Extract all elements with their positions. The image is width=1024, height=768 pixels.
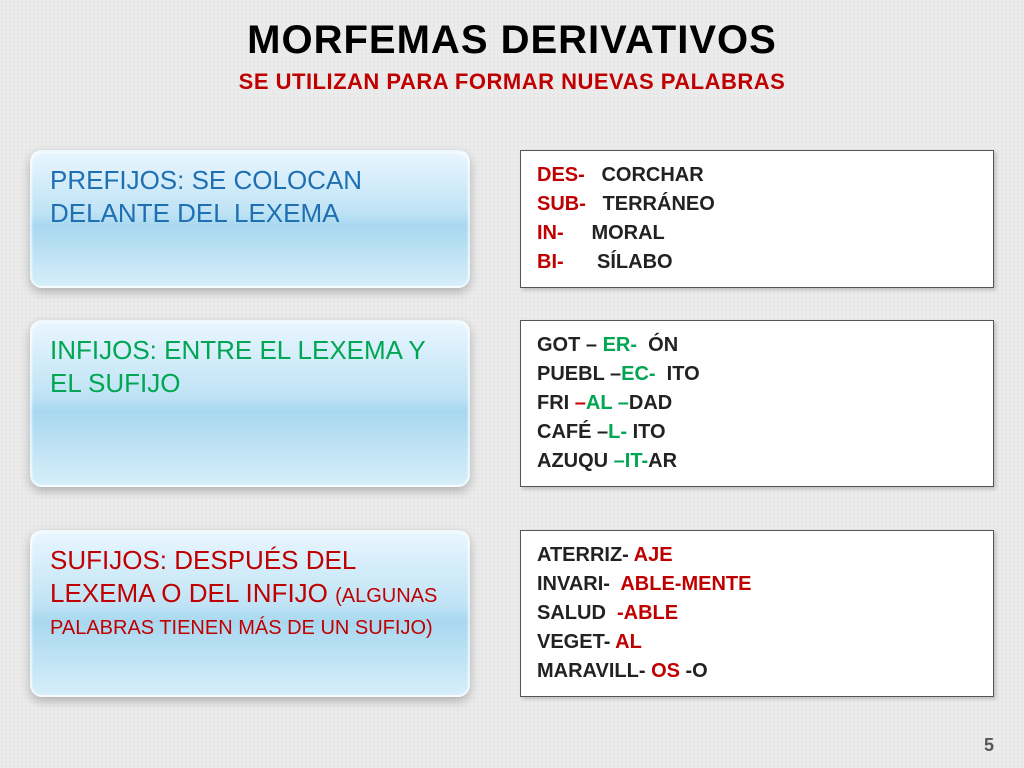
slide-subtitle: SE UTILIZAN PARA FORMAR NUEVAS PALABRAS (0, 69, 1024, 95)
prefijos-box: PREFIJOS: SE COLOCAN DELANTE DEL LEXEMA (30, 150, 470, 288)
slide-title: MORFEMAS DERIVATIVOS (0, 0, 1024, 63)
page-number: 5 (984, 735, 994, 756)
infijos-box: INFIJOS: ENTRE EL LEXEMA Y EL SUFIJO (30, 320, 470, 487)
prefijos-examples: DES- CORCHARSUB- TERRÁNEOIN- MORALBI- SÍ… (520, 150, 994, 288)
sufijos-box: SUFIJOS: DESPUÉS DEL LEXEMA O DEL INFIJO… (30, 530, 470, 697)
infijos-examples: GOT – ER- ÓNPUEBL –EC- ITOFRI –AL –DADCA… (520, 320, 994, 487)
sufijos-examples: ATERRIZ- AJEINVARI- ABLE-MENTESALUD -ABL… (520, 530, 994, 697)
row-sufijos: SUFIJOS: DESPUÉS DEL LEXEMA O DEL INFIJO… (30, 530, 994, 697)
row-infijos: INFIJOS: ENTRE EL LEXEMA Y EL SUFIJO GOT… (30, 320, 994, 487)
row-prefijos: PREFIJOS: SE COLOCAN DELANTE DEL LEXEMA … (30, 150, 994, 288)
